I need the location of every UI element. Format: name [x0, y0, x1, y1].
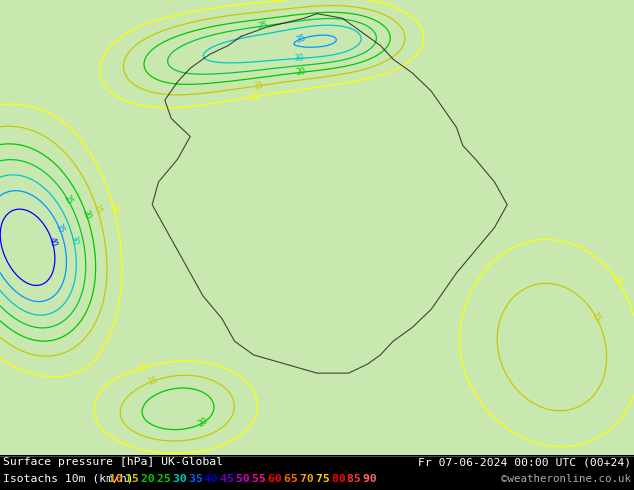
- Text: 15: 15: [254, 81, 264, 91]
- Text: 85: 85: [347, 473, 368, 484]
- Text: 35: 35: [188, 473, 209, 484]
- Text: 45: 45: [220, 473, 241, 484]
- Text: 20: 20: [81, 209, 92, 221]
- Text: 60: 60: [268, 473, 288, 484]
- Text: 80: 80: [332, 473, 353, 484]
- Text: 10: 10: [136, 362, 148, 374]
- Text: 55: 55: [252, 473, 273, 484]
- Text: 10: 10: [611, 274, 623, 287]
- Text: 20: 20: [197, 416, 210, 429]
- Text: 70: 70: [300, 473, 320, 484]
- Text: 10: 10: [108, 203, 119, 214]
- Text: 15: 15: [146, 375, 158, 387]
- Text: 25: 25: [61, 194, 74, 206]
- Text: 25: 25: [257, 21, 268, 31]
- Text: ©weatheronline.co.uk: ©weatheronline.co.uk: [501, 473, 631, 484]
- Text: Isotachs 10m (km/h): Isotachs 10m (km/h): [3, 473, 141, 484]
- Text: 75: 75: [316, 473, 336, 484]
- Text: 20: 20: [296, 67, 306, 77]
- Text: 30: 30: [294, 53, 304, 63]
- Text: 15: 15: [125, 473, 146, 484]
- Text: 40: 40: [204, 473, 225, 484]
- Text: Surface pressure [hPa] UK-Global: Surface pressure [hPa] UK-Global: [3, 457, 223, 467]
- Text: 15: 15: [91, 202, 103, 215]
- Text: 50: 50: [236, 473, 257, 484]
- Text: 30: 30: [172, 473, 193, 484]
- Text: Fr 07-06-2024 00:00 UTC (00+24): Fr 07-06-2024 00:00 UTC (00+24): [418, 457, 631, 467]
- Text: 40: 40: [46, 236, 58, 248]
- Text: 10: 10: [109, 473, 129, 484]
- Text: 35: 35: [53, 222, 65, 235]
- Text: 10: 10: [249, 92, 260, 102]
- Text: 20: 20: [141, 473, 162, 484]
- Text: 35: 35: [295, 33, 307, 45]
- Text: 30: 30: [68, 235, 79, 246]
- Text: 90: 90: [363, 473, 384, 484]
- Text: 25: 25: [157, 473, 178, 484]
- Text: 15: 15: [590, 311, 602, 323]
- Text: 65: 65: [284, 473, 304, 484]
